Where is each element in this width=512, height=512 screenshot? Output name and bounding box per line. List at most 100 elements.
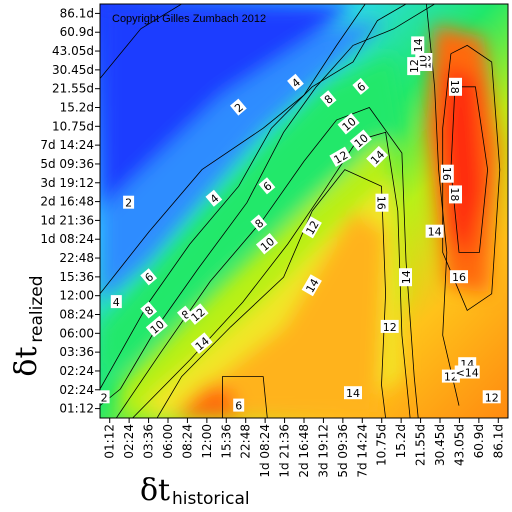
contour-label-bg [319,90,337,108]
x-tick-label: 43.05d [452,424,466,466]
y-tick-label: 86.1d [60,6,94,20]
y-tick-label: 15:36 [59,270,94,284]
contour-label-bg [145,315,168,338]
contour-line-0 [100,4,435,406]
contour-label-bg [301,216,322,239]
x-tick-label: 86.1d [491,424,505,458]
x-tick-label: 30.45d [433,424,447,466]
field-region-5 [181,211,386,418]
contour-line-8 [222,376,268,418]
contour-label-bg [233,398,245,412]
contour-label: 6 [140,268,158,286]
contour-label-text: 14 [400,270,413,284]
y-tick-label: 02:24 [59,383,94,397]
heatmap-field [100,4,508,418]
y-tick-label: 43.05d [52,44,94,58]
contour-label-text: <14 [456,367,479,380]
contour-label: 14 [399,268,413,287]
contour-label-bg [449,185,462,204]
contour-label-text: 2 [101,391,108,404]
contour-label-bg [380,319,399,333]
contour-label: 2 [98,390,110,404]
contour-label: 12 [482,390,501,404]
y-tick-label: 15.2d [60,101,94,115]
contour-label-bg [98,390,110,404]
y-tick-label: 22:48 [59,251,94,265]
y-tick-label: 08:24 [59,308,94,322]
x-tick-label: 5d 09:36 [336,424,350,478]
contour-label-bg [250,214,268,232]
contour-label-text: 18 [448,187,461,201]
contour-label: 12 [380,319,399,334]
y-tick-label: 3d 19:12 [40,176,94,190]
contour-label-bg [425,224,444,238]
contour-label-bg [287,73,304,91]
contour-label-bg [190,332,213,354]
contour-label-bg [440,164,454,183]
x-tick-label: 1d 08:24 [258,424,272,478]
contour-label: 8 [250,214,268,232]
contour-label: 6 [352,77,370,95]
x-tick-label: 06:00 [161,424,175,459]
y-tick-label: 10.75d [52,119,94,133]
x-axis-ticks: 01:12 02:24 03:36 06:00 08:24 12:00 15:36 22:48… [103,418,505,478]
x-tick-label: 1d 21:36 [278,424,292,478]
contour-label-bg [366,145,389,168]
y-tick-label: 12:00 [59,289,94,303]
y-tick-label: 1d 08:24 [40,232,94,246]
contour-label: 14 [411,36,425,55]
contour-label: 4 [205,189,223,207]
contour-label-text: 12 [332,149,351,167]
contour-label-text: 14 [346,387,360,400]
contour-label-text: 12 [444,371,458,384]
contour-label-bg [255,232,279,255]
field-region-7 [442,66,484,261]
contour-label-bg [140,301,158,319]
x-tick-label: 08:24 [180,424,194,459]
contour-label-text: 4 [113,296,120,309]
contour-label-bg [482,390,501,404]
x-tick-label: 15.2d [394,424,408,458]
x-tick-label: 12:00 [200,424,214,459]
contour-label-text: 12 [408,59,421,73]
contour-label-bg [301,274,322,297]
y-tick-label: 03:36 [59,345,94,359]
contour-label-text: 12 [485,391,499,404]
contour-line-2 [115,107,419,418]
contour-label-bg [344,386,362,400]
contour-label: 8 [319,90,337,108]
x-tick-label: 7d 14:24 [355,424,369,478]
x-tick-label: 01:12 [103,424,117,459]
contour-label: 2 [229,98,247,116]
y-tick-label: 5d 09:36 [40,157,94,171]
contour-line-3 [156,169,387,418]
x-tick-label: 3d 19:12 [316,424,330,478]
contour-label: 6 [258,177,276,195]
contour-label-text: 2 [125,197,132,210]
contour-label: 2 [123,195,135,210]
contour-label-bg [349,129,372,151]
contour-label-bg [449,77,462,96]
contour-label-bg [352,77,370,95]
contour-label: 12 [329,146,352,167]
y-tick-label: 2d 16:48 [40,195,94,209]
contour-line-9 [100,4,182,79]
x-tick-label: 2d 16:48 [297,424,311,478]
contour-label-bg [375,193,389,212]
contour-label: 14 [344,386,362,400]
x-tick-label: 03:36 [142,424,156,459]
x-axis-subscript: historical [172,489,250,509]
y-axis-subscript: realized [27,275,47,342]
contour-label: 6 [233,398,245,413]
contour-label-text: 12 [383,321,397,334]
contour-label-text: 18 [448,80,461,94]
contour-label-text: 16 [440,167,453,181]
y-tick-label: 02:24 [59,364,94,378]
contour-label: 14 [301,274,322,297]
contour-label: 18 [448,185,462,204]
contour-label-bg [450,270,468,284]
contour-line-10 [100,4,366,295]
contour-label: 18 [448,77,462,96]
